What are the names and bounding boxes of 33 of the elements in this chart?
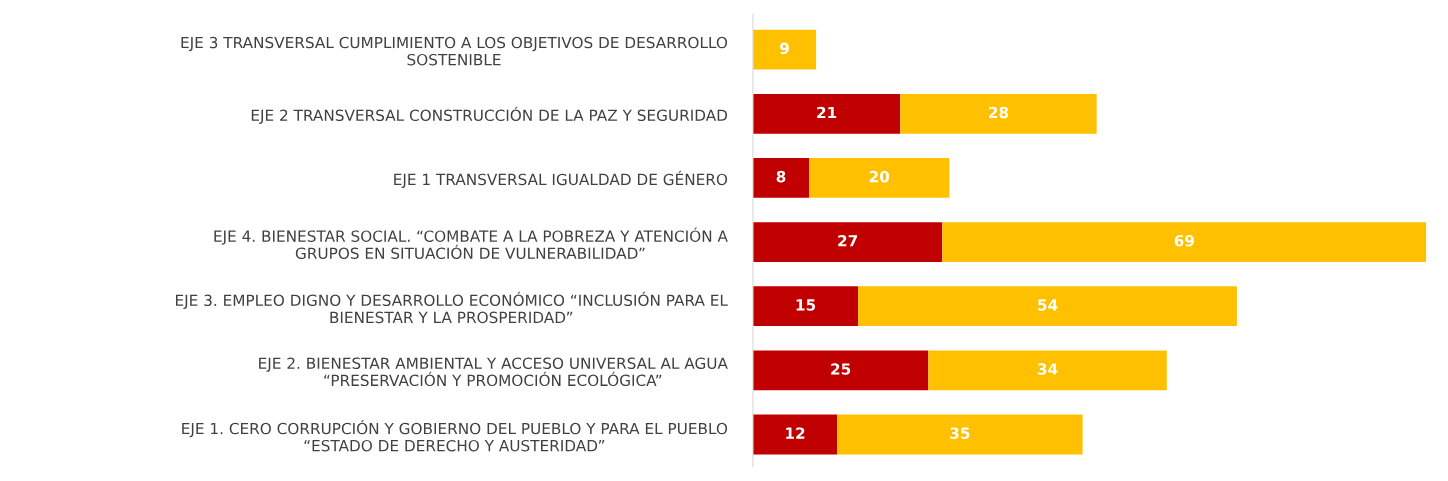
data-label: 15	[796, 299, 816, 311]
bar	[752, 93, 901, 134]
y-tick-label: EJE 4. BIENESTAR SOCIAL. “COMBATE A LA POBREZA Y ATENCIÓN A GRUPOS EN SITUACIÓN DE VULNERABILIDAD”	[214, 227, 728, 260]
data-label: 21	[817, 106, 837, 119]
y-tick-label: EJE 2. BIENESTAR AMBIENTAL Y ACCESO UNIVERSAL AL AGUA “PRESERVACIÓN Y PROMOCIÓN ECOLÓGICA”	[259, 357, 728, 387]
y-tick-label: EJE 1 TRANSVERSAL IGUALDAD DE GÉNERO	[394, 170, 728, 189]
bar	[752, 286, 859, 327]
data-label: 28	[989, 106, 1009, 119]
data-label: 35	[950, 427, 970, 439]
bar	[752, 158, 810, 198]
data-label: 8	[776, 170, 786, 183]
y-tick-label: EJE 3 TRANSVERSAL CUMPLIMIENTO A LOS OBJETIVOS DE DESARROLLO SOSTENIBLE	[181, 36, 728, 66]
data-label: 54	[1038, 299, 1058, 311]
bar	[752, 414, 838, 455]
bar	[942, 222, 1427, 262]
data-label: 20	[869, 170, 890, 183]
data-label: 9	[780, 42, 789, 55]
data-label: 25	[831, 363, 851, 375]
bar	[752, 29, 817, 70]
data-label: 34	[1037, 363, 1058, 375]
y-tick-label: EJE 2 TRANSVERSAL CONSTRUCCIÓN DE LA PAZ Y SEGURIDAD	[251, 106, 728, 124]
data-label: 69	[1174, 234, 1194, 247]
y-tick-label: EJE 1. CERO CORRUPCIÓN Y GOBIERNO DEL PUEBLO Y PARA EL PUEBLO “ESTADO DE DERECHO Y AUSTERIDAD”	[182, 419, 728, 452]
y-tick-label: EJE 3. EMPLEO DIGNO Y DESARROLLO ECONÓMICO “INCLUSIÓN PARA EL BIENESTAR Y LA PROSPERIDAD”	[176, 291, 728, 324]
bar	[928, 350, 1167, 391]
bar	[752, 222, 943, 262]
bar	[900, 93, 1097, 134]
bar	[809, 158, 950, 198]
data-label: 12	[786, 427, 805, 439]
bar	[858, 286, 1237, 327]
data-label: 27	[838, 234, 858, 247]
bar	[752, 350, 929, 391]
bar	[837, 414, 1083, 455]
